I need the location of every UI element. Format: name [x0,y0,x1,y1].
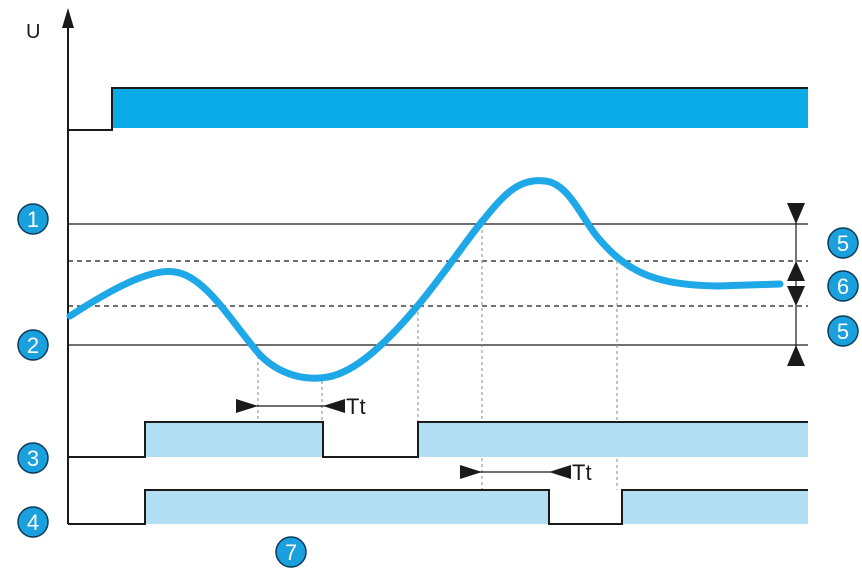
marker-circle [17,442,49,474]
supply-voltage-edge [68,87,808,131]
marker-circle [827,227,859,259]
marker-7: 7 [275,536,307,568]
relay-4-trace [68,489,808,525]
marker-label: 3 [27,446,39,471]
arrow-down-icon [787,286,805,306]
arrow-right-icon [460,465,482,479]
marker-label: 4 [27,510,39,535]
marker-6: 6 [827,270,859,302]
marker-circle [17,203,49,235]
relay-3-on-period [145,422,323,457]
marker-circle [827,270,859,302]
relay-4-on-period [622,490,808,524]
arrow-up-icon [787,345,805,366]
marker-circle [827,315,859,347]
arrow-down-icon [787,203,805,224]
marker-label: 2 [27,333,39,358]
signal-curve [66,177,784,382]
marker-label: 1 [27,207,39,232]
supply-voltage-bar [112,88,808,128]
relay-3-on-period [418,422,808,457]
arrow-up-icon [787,261,805,281]
marker-label: 5 [837,231,849,256]
y-axis-arrow-icon [62,8,74,28]
marker-circle [275,536,307,568]
y-axis-label: U [26,21,40,43]
marker-3: 3 [17,442,49,474]
marker-4: 4 [17,506,49,538]
marker-label: 6 [837,274,849,299]
marker-2: 2 [17,329,49,361]
marker-label: 5 [837,319,849,344]
arrow-right-icon [236,399,258,413]
relay-4-on-period [145,490,549,524]
marker-1: 1 [17,203,49,235]
delay-label-2: Tt [572,460,592,485]
marker-5-bottom: 5 [827,315,859,347]
arrow-left-icon [549,465,571,479]
marker-label: 7 [285,540,297,565]
delay-label-1: Tt [346,394,366,419]
marker-circle [17,329,49,361]
relay-3-trace [68,421,808,458]
marker-circle [17,506,49,538]
arrow-left-icon [323,399,345,413]
marker-5-top: 5 [827,227,859,259]
